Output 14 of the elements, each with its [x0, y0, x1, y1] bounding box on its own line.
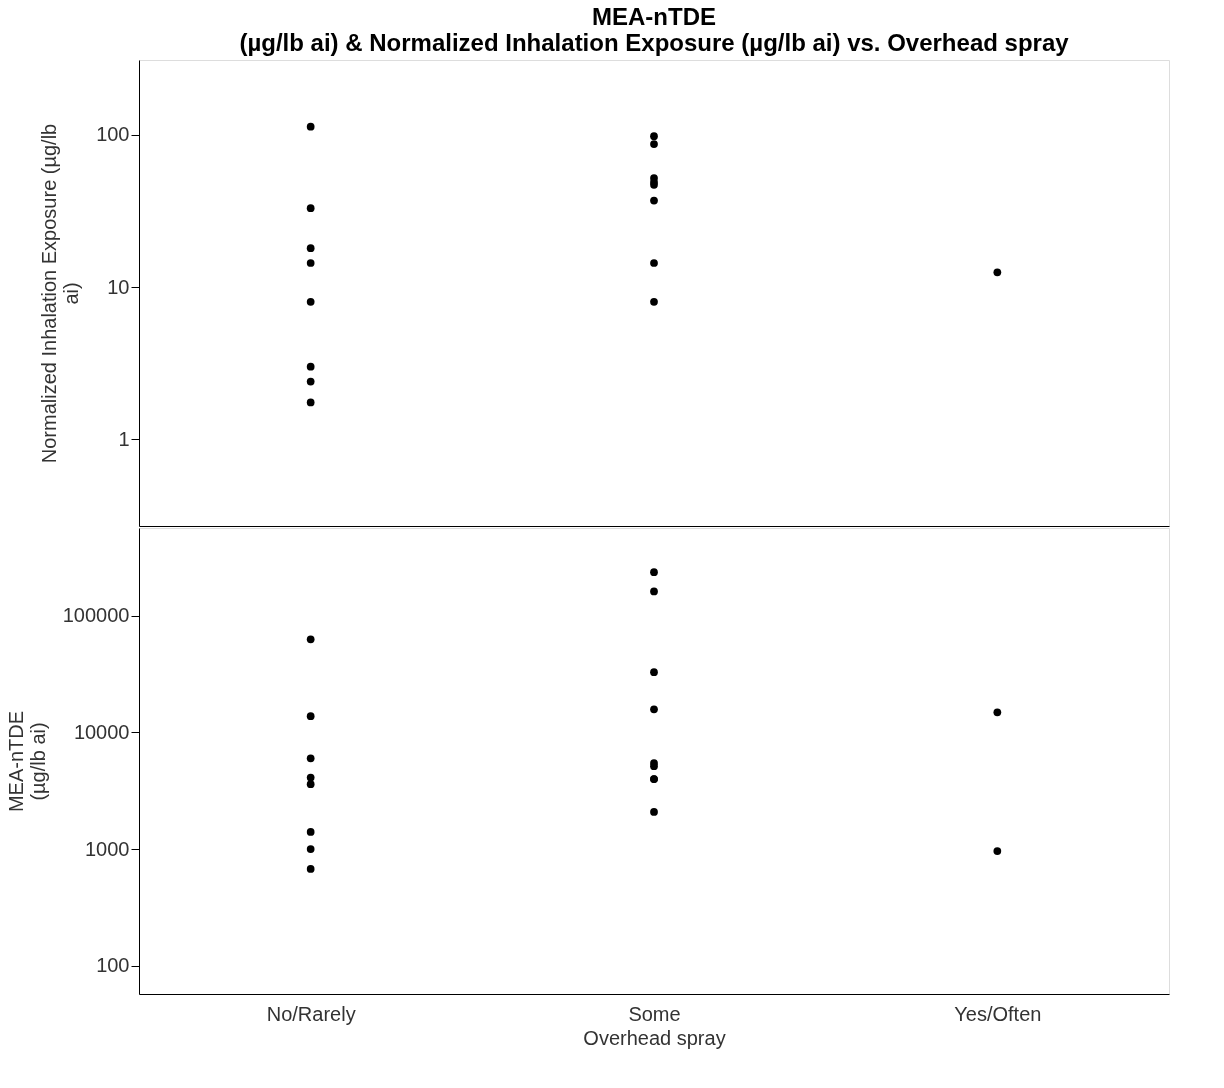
y-axis-title: MEA-nTDE (µg/lb ai) [4, 710, 49, 813]
y-tick-label: 1000 [85, 837, 130, 860]
y-tick-label: 100 [96, 123, 130, 146]
y-tick-label: 10000 [73, 720, 130, 743]
x-tick-label: No/Rarely [266, 1002, 356, 1025]
x-axis-title: Overhead spray [583, 1026, 726, 1049]
y-tick-label: 10 [107, 275, 130, 298]
y-tick-label: 100000 [62, 604, 130, 627]
chart-title: MEA-nTDE (µg/lb ai) & Normalized Inhalation Exposure (µg/lb ai) vs. Overhead spray [239, 3, 1070, 56]
y-tick-label: 100 [96, 954, 130, 977]
y-axis-title: Normalized Inhalation Exposure (µg/lb ai) [38, 123, 83, 464]
x-tick-label: Yes/Often [954, 1002, 1042, 1025]
x-tick-label: Some [628, 1002, 681, 1025]
y-tick-label: 1 [118, 427, 130, 450]
